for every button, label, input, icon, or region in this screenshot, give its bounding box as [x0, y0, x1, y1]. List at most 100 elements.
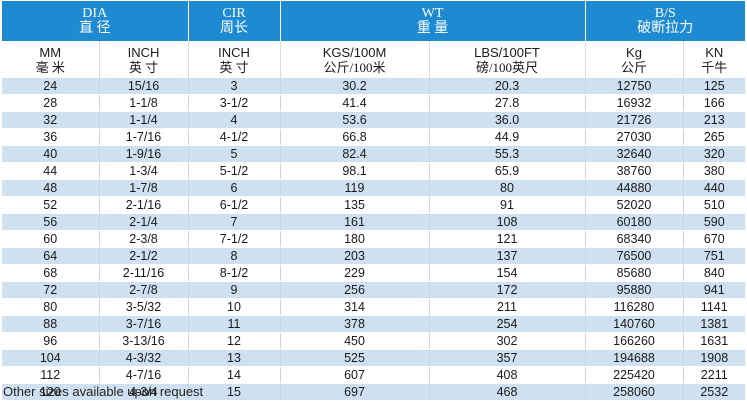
cell-dia-mm: 32	[2, 111, 99, 129]
cell-dia-inch: 4-3/4	[98, 383, 188, 401]
cell-dia-inch: 3-13/16	[98, 332, 188, 350]
cell-bs-kg: 27030	[584, 128, 683, 146]
cell-cir-inch: 12	[187, 332, 280, 350]
table-row: 68 2-11/16 8-1/2 229 154 85680 840	[2, 264, 745, 282]
cell-dia-mm: 104	[2, 349, 99, 367]
table-row: 28 1-1/8 3-1/2 41.4 27.8 16932 166	[2, 94, 745, 112]
cell-bs-kg: 258060	[584, 383, 683, 401]
cell-bs-kn: 320	[682, 145, 745, 163]
unit-header-cir-inch: INCH 英 寸	[187, 41, 280, 78]
cell-bs-kn: 510	[682, 196, 745, 214]
cell-dia-mm: 112	[2, 366, 99, 384]
unit-label-cn: 公斤	[620, 59, 647, 75]
cell-dia-inch: 4-3/32	[98, 349, 188, 367]
table-row: 80 3-5/32 10 314 211 116280 1141	[2, 298, 745, 316]
cell-cir-inch: 5	[187, 145, 280, 163]
unit-header-kgs-per-100m: KGS/100M 公斤/100米	[279, 41, 429, 78]
cell-wt-kgs: 314	[279, 298, 429, 316]
unit-label-cn: 千牛	[701, 59, 728, 75]
cell-dia-mm: 80	[2, 298, 99, 316]
unit-label-en: INCH	[218, 44, 250, 60]
footnote: Other sizes available upon request	[3, 384, 204, 399]
cell-dia-mm: 72	[2, 281, 99, 299]
cell-dia-inch: 2-11/16	[98, 264, 188, 282]
cell-dia-mm: 88	[2, 315, 99, 333]
cell-bs-kg: 32640	[584, 145, 683, 163]
cell-dia-inch: 3-5/32	[98, 298, 188, 316]
cell-dia-inch: 1-7/16	[98, 128, 188, 146]
cell-dia-inch: 2-7/8	[98, 281, 188, 299]
cell-dia-mm: 56	[2, 213, 99, 231]
cell-dia-mm: 52	[2, 196, 99, 214]
cell-dia-inch: 2-3/8	[98, 230, 188, 248]
cell-dia-inch: 2-1/4	[98, 213, 188, 231]
cell-wt-lbs: 154	[428, 264, 585, 282]
cell-cir-inch: 14	[187, 366, 280, 384]
unit-label-en: LBS/100FT	[474, 44, 540, 60]
cell-bs-kn: 1631	[682, 332, 745, 350]
cell-bs-kn: 1381	[682, 315, 745, 333]
cell-bs-kg: 12750	[584, 78, 683, 95]
unit-label-en: MM	[39, 44, 62, 60]
table-row: 72 2-7/8 9 256 172 95880 941	[2, 281, 745, 299]
cell-wt-kgs: 98.1	[279, 162, 429, 180]
table-row: 104 4-3/32 13 525 357 194688 1908	[2, 349, 745, 367]
unit-label-cn: 磅/100英尺	[475, 59, 539, 75]
unit-label-cn: 英 寸	[128, 59, 159, 75]
group-label-cn: 周长	[220, 21, 248, 36]
group-label-cn: 重 量	[416, 21, 449, 36]
cell-bs-kn: 751	[682, 247, 745, 265]
cell-cir-inch: 4	[187, 111, 280, 129]
cell-wt-lbs: 254	[428, 315, 585, 333]
cell-cir-inch: 10	[187, 298, 280, 316]
table-row: 40 1-9/16 5 82.4 55.3 32640 320	[2, 145, 745, 163]
unit-header-dia-inch: INCH 英 寸	[98, 41, 188, 78]
unit-label-cn: 毫 米	[35, 59, 65, 75]
table-row: 36 1-7/16 4-1/2 66.8 44.9 27030 265	[2, 128, 745, 146]
cell-bs-kn: 213	[682, 111, 745, 129]
cell-bs-kn: 380	[682, 162, 745, 180]
group-label-cn: 直 径	[79, 21, 111, 36]
unit-header-row: MM 毫 米 INCH 英 寸 INCH 英 寸 KGS/100M 公斤/100…	[2, 41, 745, 78]
group-header-diameter: DIA 直 径	[2, 1, 188, 41]
group-header-breaking-strength: B/S 破断拉力	[584, 1, 745, 41]
cell-bs-kn: 670	[682, 230, 745, 248]
table-body: 24 15/16 3 30.2 20.3 12750 125 28 1-1/8 3-1/2 41.4…	[2, 78, 745, 401]
cell-dia-inch: 15/16	[98, 78, 188, 95]
cell-bs-kg: 225420	[584, 366, 683, 384]
group-label-en: WT	[421, 6, 444, 21]
group-header-row: DIA 直 径 CIR 周长 WT 重 量 B/S 破断拉力	[2, 1, 745, 41]
cell-wt-lbs: 55.3	[428, 145, 585, 163]
cell-wt-lbs: 137	[428, 247, 585, 265]
cell-wt-lbs: 211	[428, 298, 585, 316]
cell-wt-lbs: 36.0	[428, 111, 585, 129]
table-row: 52 2-1/16 6-1/2 135 91 52020 510	[2, 196, 745, 214]
unit-header-lbs-per-100ft: LBS/100FT 磅/100英尺	[428, 41, 585, 78]
cell-wt-lbs: 20.3	[428, 78, 585, 95]
cell-dia-inch: 1-1/4	[98, 111, 188, 129]
cell-wt-lbs: 108	[428, 213, 585, 231]
cell-wt-lbs: 27.8	[428, 94, 585, 112]
table-row: 112 4-7/16 14 607 408 225420 2211	[2, 366, 745, 384]
cell-bs-kn: 2532	[682, 383, 745, 401]
table-row: 64 2-1/2 8 203 137 76500 751	[2, 247, 745, 265]
cell-bs-kg: 52020	[584, 196, 683, 214]
cell-bs-kn: 265	[682, 128, 745, 146]
cell-dia-mm: 40	[2, 145, 99, 163]
cell-dia-inch: 1-7/8	[98, 179, 188, 197]
unit-label-cn: 英 寸	[219, 59, 249, 75]
cell-bs-kg: 16932	[584, 94, 683, 112]
cell-cir-inch: 8	[187, 247, 280, 265]
cell-wt-lbs: 91	[428, 196, 585, 214]
cell-wt-kgs: 82.4	[279, 145, 429, 163]
cell-wt-lbs: 468	[428, 383, 585, 401]
cell-bs-kn: 1908	[682, 349, 745, 367]
cell-cir-inch: 6-1/2	[187, 196, 280, 214]
cell-bs-kg: 60180	[584, 213, 683, 231]
table-row: 56 2-1/4 7 161 108 60180 590	[2, 213, 745, 231]
cell-dia-mm: 120	[2, 383, 99, 401]
cell-bs-kn: 590	[682, 213, 745, 231]
cell-wt-kgs: 66.8	[279, 128, 429, 146]
cell-cir-inch: 11	[187, 315, 280, 333]
cell-dia-mm: 44	[2, 162, 99, 180]
